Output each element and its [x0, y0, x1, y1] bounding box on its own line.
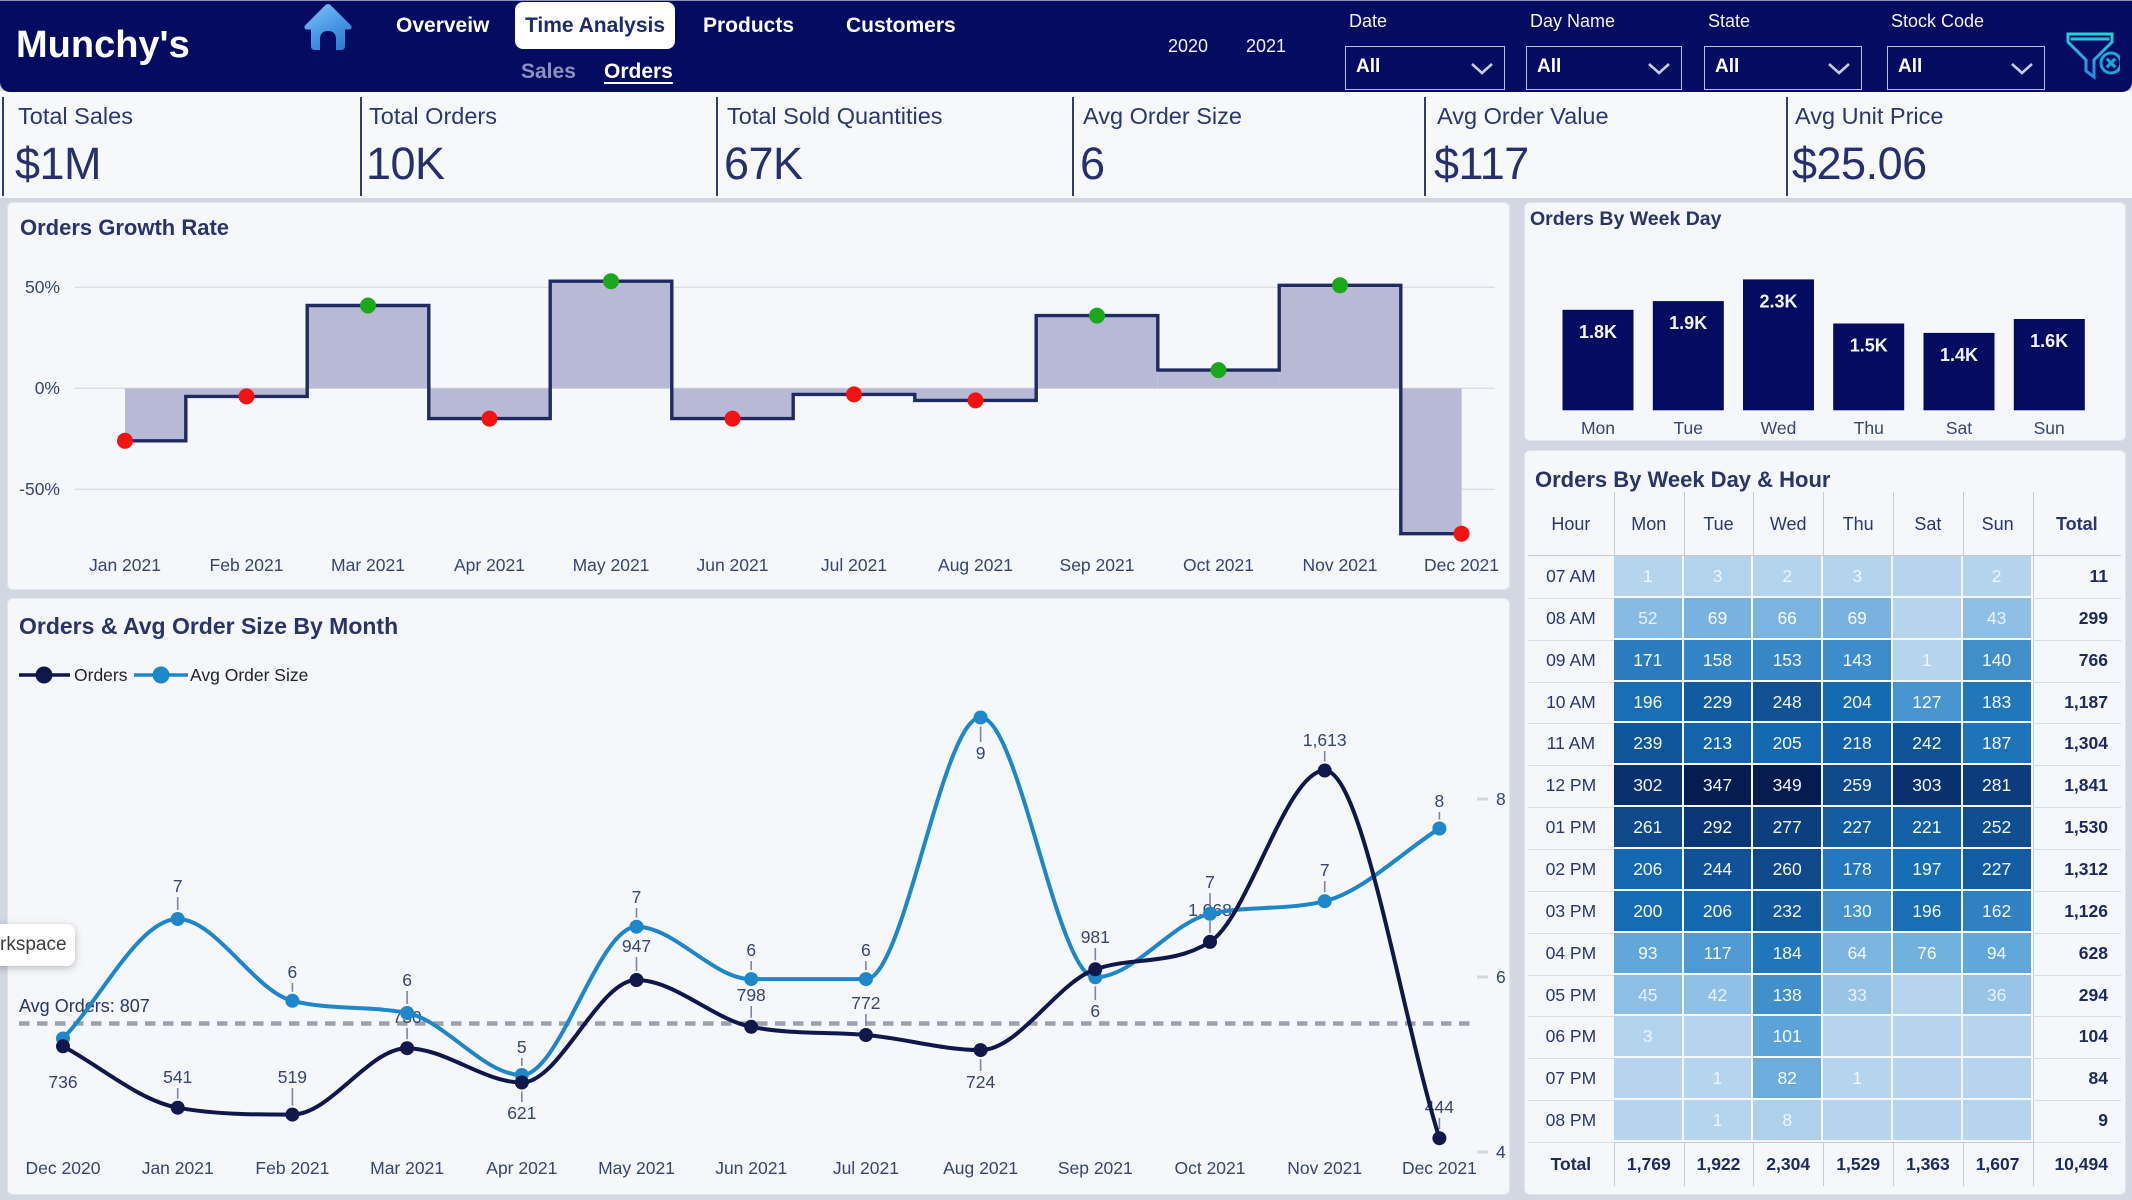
svg-text:6: 6 — [861, 940, 871, 960]
svg-text:Jul 2021: Jul 2021 — [821, 555, 887, 575]
svg-text:7: 7 — [1320, 860, 1330, 880]
svg-text:Aug 2021: Aug 2021 — [943, 1158, 1018, 1178]
svg-text:Thu: Thu — [1854, 418, 1884, 438]
svg-text:9: 9 — [976, 743, 986, 763]
svg-text:1.4K: 1.4K — [1940, 345, 1978, 365]
svg-text:50%: 50% — [25, 277, 60, 297]
svg-text:Dec 2021: Dec 2021 — [1424, 555, 1499, 575]
svg-text:1.6K: 1.6K — [2030, 331, 2068, 351]
svg-text:Sep 2021: Sep 2021 — [1060, 555, 1135, 575]
svg-text:6: 6 — [746, 940, 756, 960]
svg-text:7: 7 — [173, 876, 183, 896]
svg-text:6: 6 — [1496, 967, 1506, 987]
svg-text:1.8K: 1.8K — [1579, 322, 1617, 342]
svg-text:2.3K: 2.3K — [1759, 291, 1797, 311]
svg-text:1.9K: 1.9K — [1669, 313, 1707, 333]
svg-text:Sat: Sat — [1946, 418, 1972, 438]
svg-text:947: 947 — [622, 936, 651, 956]
svg-text:6: 6 — [288, 962, 298, 982]
svg-text:Nov 2021: Nov 2021 — [1287, 1158, 1362, 1178]
svg-text:Jun 2021: Jun 2021 — [715, 1158, 787, 1178]
svg-text:519: 519 — [278, 1067, 307, 1087]
svg-text:4: 4 — [1496, 1142, 1506, 1162]
svg-text:1,613: 1,613 — [1303, 730, 1347, 750]
svg-text:Oct 2021: Oct 2021 — [1174, 1158, 1245, 1178]
svg-text:Dec 2021: Dec 2021 — [1402, 1158, 1477, 1178]
svg-text:Jan 2021: Jan 2021 — [142, 1158, 214, 1178]
svg-text:0%: 0% — [35, 378, 60, 398]
svg-text:-50%: -50% — [19, 479, 60, 499]
svg-text:Aug 2021: Aug 2021 — [938, 555, 1013, 575]
svg-text:Nov 2021: Nov 2021 — [1303, 555, 1378, 575]
svg-text:7: 7 — [632, 887, 642, 907]
svg-text:6: 6 — [1090, 1001, 1100, 1021]
svg-text:Wed: Wed — [1761, 418, 1797, 438]
svg-text:Avg Order Size: Avg Order Size — [190, 665, 308, 685]
svg-text:Apr 2021: Apr 2021 — [486, 1158, 557, 1178]
svg-text:621: 621 — [507, 1103, 536, 1123]
svg-text:5: 5 — [517, 1037, 527, 1057]
svg-text:May 2021: May 2021 — [573, 555, 650, 575]
svg-text:8: 8 — [1435, 791, 1445, 811]
svg-text:Jun 2021: Jun 2021 — [696, 555, 768, 575]
svg-text:Oct 2021: Oct 2021 — [1183, 555, 1254, 575]
svg-text:May 2021: May 2021 — [598, 1158, 675, 1178]
svg-text:Jan 2021: Jan 2021 — [89, 555, 161, 575]
svg-text:Feb 2021: Feb 2021 — [210, 555, 284, 575]
svg-text:6: 6 — [402, 970, 412, 990]
svg-text:Feb 2021: Feb 2021 — [255, 1158, 329, 1178]
svg-text:Jul 2021: Jul 2021 — [833, 1158, 899, 1178]
svg-text:Mar 2021: Mar 2021 — [331, 555, 405, 575]
svg-text:772: 772 — [851, 993, 880, 1013]
svg-text:Avg Orders: 807: Avg Orders: 807 — [19, 996, 150, 1016]
svg-text:7: 7 — [1205, 872, 1215, 892]
svg-text:1.5K: 1.5K — [1850, 336, 1888, 356]
svg-text:798: 798 — [737, 985, 766, 1005]
svg-text:Apr 2021: Apr 2021 — [454, 555, 525, 575]
svg-text:541: 541 — [163, 1067, 192, 1087]
svg-text:736: 736 — [48, 1072, 77, 1092]
svg-text:981: 981 — [1081, 927, 1110, 947]
svg-text:724: 724 — [966, 1072, 995, 1092]
svg-text:Sep 2021: Sep 2021 — [1058, 1158, 1133, 1178]
svg-text:Mon: Mon — [1581, 418, 1615, 438]
svg-text:Mar 2021: Mar 2021 — [370, 1158, 444, 1178]
svg-text:Orders: Orders — [74, 665, 128, 685]
svg-text:8: 8 — [1496, 789, 1506, 809]
svg-text:Sun: Sun — [2034, 418, 2065, 438]
svg-text:Tue: Tue — [1673, 418, 1703, 438]
svg-text:Dec 2020: Dec 2020 — [26, 1158, 101, 1178]
